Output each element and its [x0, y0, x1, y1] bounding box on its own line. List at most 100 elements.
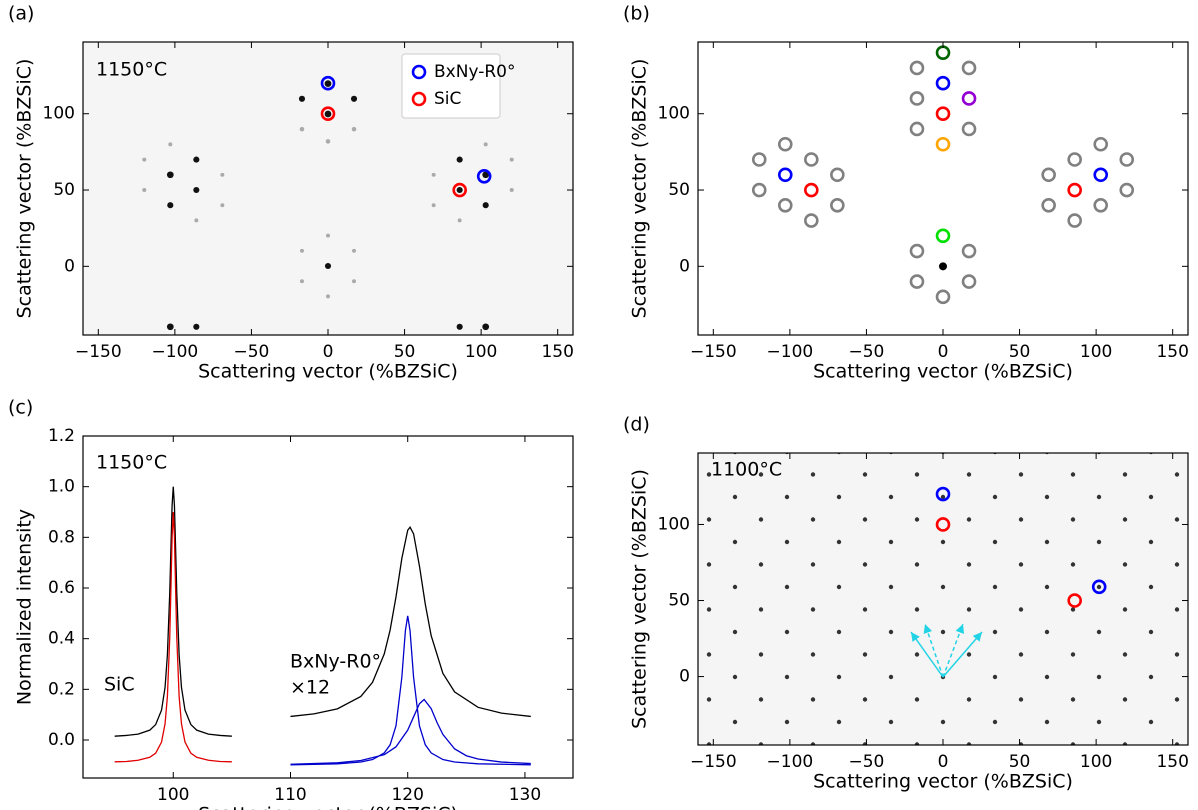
- y-axis-label: Scattering vector (%BZSiC): [629, 469, 651, 729]
- marker: [751, 182, 767, 198]
- marker: [777, 136, 793, 152]
- y-tick-label: 1.2: [48, 426, 75, 446]
- x-axis-label: Scattering vector (%BZSiC): [813, 771, 1073, 793]
- line: [290, 615, 531, 766]
- x-tick-label: 100: [1080, 752, 1112, 772]
- y-tick-label: 50: [53, 180, 75, 200]
- marker: [1093, 197, 1109, 213]
- x-axis-label: Scattering vector (%BZSiC): [198, 804, 458, 810]
- line: [290, 526, 531, 718]
- x-tick-label: −100: [152, 342, 199, 362]
- y-tick-label: 100: [658, 104, 690, 124]
- marker: [1093, 136, 1109, 152]
- marker: [1091, 579, 1107, 595]
- annotation: 1150°C: [96, 452, 167, 474]
- marker: [909, 121, 925, 137]
- line: [114, 511, 232, 763]
- marker: [1067, 593, 1082, 608]
- x-axis-label: Scattering vector (%BZSiC): [198, 361, 458, 383]
- y-axis-label: Normalized intensity: [14, 509, 36, 705]
- panel-label: (d): [623, 414, 650, 436]
- marker: [935, 45, 951, 60]
- y-tick-label: 0.4: [48, 629, 75, 649]
- marker: [909, 243, 925, 259]
- x-tick-label: 100: [465, 342, 497, 362]
- x-tick-label: 50: [1009, 752, 1031, 772]
- x-tick-label: 0: [938, 342, 949, 362]
- marker: [804, 213, 819, 228]
- marker: [1067, 182, 1082, 198]
- diffraction-lattice: [698, 453, 1188, 745]
- marker: [751, 152, 767, 167]
- lattice-arrows: [910, 623, 983, 678]
- y-axis-label: Scattering vector (%BZSiC): [629, 59, 651, 319]
- marker: [935, 289, 951, 305]
- y-axis-label: Scattering vector (%BZSiC): [14, 59, 36, 319]
- x-tick-label: −50: [848, 752, 884, 772]
- marker: [935, 228, 951, 244]
- y-tick-label: 0: [679, 256, 690, 276]
- x-tick-label: −50: [848, 342, 884, 362]
- annotation: ×12: [290, 677, 330, 699]
- y-tick-label: 0: [64, 256, 75, 276]
- y-tick-label: 100: [43, 104, 75, 124]
- y-tick-label: 50: [668, 591, 690, 611]
- marker: [961, 274, 977, 289]
- x-tick-label: 50: [394, 342, 416, 362]
- x-tick-label: 150: [1156, 752, 1188, 772]
- y-tick-label: 0.6: [48, 578, 75, 598]
- x-tick-label: 130: [509, 785, 541, 805]
- marker: [777, 197, 793, 213]
- marker: [1067, 213, 1082, 228]
- panel-label: (b): [623, 3, 650, 25]
- annotation: SiC: [104, 674, 135, 696]
- x-tick-label: 110: [274, 785, 306, 805]
- marker: [320, 75, 336, 91]
- marker: [961, 60, 977, 76]
- marker: [1067, 152, 1082, 167]
- x-axis-label: Scattering vector (%BZSiC): [813, 361, 1073, 383]
- x-tick-label: −150: [75, 342, 122, 362]
- y-tick-label: 0.0: [48, 730, 75, 750]
- marker: [1093, 167, 1109, 183]
- marker: [961, 243, 977, 259]
- legend-label: SiC: [434, 89, 461, 109]
- line: [114, 486, 232, 737]
- x-tick-label: 100: [157, 785, 189, 805]
- marker: [1119, 152, 1135, 167]
- panel-label: (a): [8, 3, 34, 25]
- legend-label: BxNy-R0°: [434, 62, 515, 82]
- marker: [909, 274, 925, 289]
- marker: [935, 517, 951, 532]
- marker: [909, 60, 925, 76]
- diffraction-spots: [142, 80, 514, 331]
- annotation: BxNy-R0°: [290, 651, 381, 673]
- marker: [935, 75, 951, 91]
- marker: [476, 168, 492, 184]
- y-tick-label: 0.8: [48, 527, 75, 547]
- marker: [935, 486, 951, 502]
- x-tick-label: 100: [1080, 342, 1112, 362]
- legend-marker: [411, 91, 427, 107]
- marker: [320, 106, 336, 122]
- marker: [939, 262, 947, 271]
- marker: [1041, 167, 1056, 183]
- marker: [935, 106, 951, 122]
- marker: [1041, 197, 1056, 213]
- marker: [961, 91, 977, 106]
- annotation: 1150°C: [96, 59, 167, 81]
- marker: [452, 182, 467, 198]
- x-tick-label: −100: [767, 752, 814, 772]
- x-tick-label: 120: [391, 785, 423, 805]
- marker: [909, 91, 925, 106]
- marker: [961, 121, 977, 137]
- x-tick-label: 0: [323, 342, 334, 362]
- marker: [804, 182, 819, 198]
- y-tick-label: 100: [658, 514, 690, 534]
- marker: [804, 152, 819, 167]
- legend-box: [401, 53, 501, 119]
- x-tick-label: −50: [233, 342, 269, 362]
- plot-frame: [82, 435, 574, 779]
